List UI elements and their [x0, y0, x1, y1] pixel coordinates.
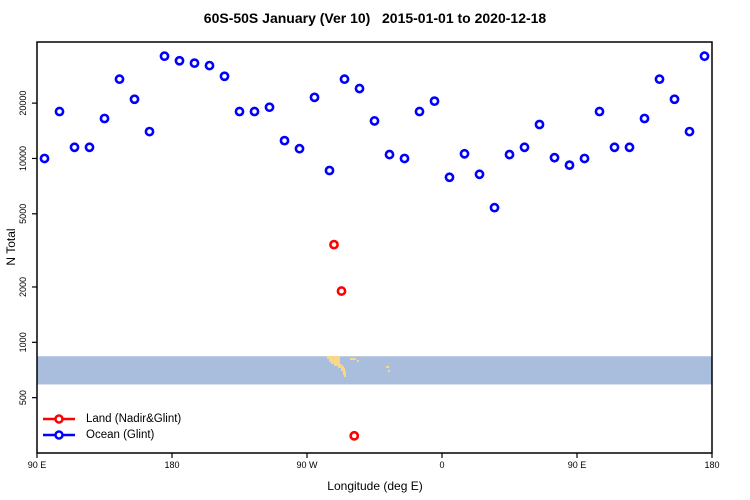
y-tick-label: 10000 — [18, 146, 28, 171]
ocean-point — [519, 142, 530, 153]
ocean-point — [69, 142, 80, 153]
ocean-point — [699, 51, 710, 62]
ocean-point — [654, 74, 665, 85]
ocean-point — [309, 92, 320, 103]
ocean-point — [144, 126, 155, 137]
land-shape-mark — [386, 366, 389, 368]
ocean-point — [234, 106, 245, 117]
land-shape-mark — [331, 362, 340, 364]
ocean-point — [339, 74, 350, 85]
land-point — [349, 430, 360, 441]
ocean-point — [594, 106, 605, 117]
x-axis-title: Longitude (deg E) — [327, 479, 423, 493]
land-point — [336, 286, 347, 296]
ocean-point — [174, 55, 185, 66]
x-tick-label: 180 — [164, 460, 179, 470]
ocean-point — [384, 149, 395, 160]
ocean-point — [54, 106, 65, 117]
legend: Land (Nadir&Glint) Ocean (Glint) — [41, 411, 181, 443]
ocean-point — [639, 113, 650, 124]
ocean-point — [564, 160, 575, 171]
ocean-point — [534, 119, 545, 130]
chart-title: 60S-50S January (Ver 10) 2015-01-01 to 2… — [203, 10, 547, 26]
land-shape-mark — [344, 374, 346, 377]
ocean-point — [624, 142, 635, 153]
legend-item-ocean: Ocean (Glint) — [41, 427, 181, 443]
ocean-point — [354, 83, 365, 94]
ocean-point — [129, 94, 140, 105]
plot-frame — [36, 41, 713, 454]
y-tick-label: 1000 — [18, 332, 28, 352]
ocean-point — [249, 106, 260, 117]
ocean-point — [579, 153, 590, 164]
x-tick-label: 90 E — [28, 460, 47, 470]
land-shape-mark — [327, 356, 340, 359]
ocean-point — [84, 142, 95, 153]
legend-label-ocean: Ocean (Glint) — [86, 429, 155, 441]
land-shape-mark — [343, 371, 346, 375]
ocean-point — [459, 148, 470, 159]
x-tick-label: 0 — [439, 460, 444, 470]
ocean-point — [279, 135, 290, 146]
ocean-point — [39, 153, 50, 164]
y-tick-label: 2000 — [18, 277, 28, 297]
ocean-point — [159, 51, 170, 62]
ocean-point — [444, 172, 455, 183]
ocean-point — [609, 142, 620, 153]
land-point — [329, 239, 339, 250]
legend-label-land: Land (Nadir&Glint) — [86, 413, 182, 425]
y-tick-label: 20000 — [18, 91, 28, 116]
x-tick-label: 90 W — [296, 460, 318, 470]
land-shape-mark — [329, 359, 340, 362]
ocean-point — [669, 94, 680, 105]
ocean-point — [204, 60, 215, 71]
ocean-point — [414, 106, 425, 117]
y-tick-label: 500 — [18, 390, 28, 405]
ocean-point — [549, 152, 560, 163]
ocean-strip-band — [37, 356, 712, 385]
land-shape-mark — [334, 364, 342, 366]
ocean-point — [99, 113, 110, 124]
x-tick-label: 90 E — [568, 460, 587, 470]
ocean-point — [324, 165, 335, 176]
y-tick-label: 5000 — [18, 204, 28, 224]
x-tick-label: 180 — [704, 460, 719, 470]
ocean-point — [399, 153, 410, 164]
ocean-point — [504, 149, 515, 160]
ocean-point — [114, 74, 125, 85]
land-shape-mark — [388, 370, 390, 372]
land-shape-mark — [341, 368, 345, 371]
ocean-point — [264, 102, 275, 113]
ocean-point — [684, 126, 695, 137]
ocean-point — [429, 96, 440, 107]
land-shape-mark — [350, 358, 356, 360]
ocean-point — [294, 143, 305, 154]
land-series-symbol-icon — [43, 414, 75, 424]
land-shape-mark — [357, 360, 359, 362]
ocean-point — [189, 58, 200, 69]
legend-item-land: Land (Nadir&Glint) — [41, 411, 181, 427]
ocean-point — [219, 71, 230, 82]
ocean-point — [369, 116, 380, 126]
ocean-point — [489, 202, 500, 213]
land-shape-mark — [338, 366, 344, 368]
ocean-series-symbol-icon — [43, 430, 75, 440]
ocean-point — [474, 169, 485, 180]
